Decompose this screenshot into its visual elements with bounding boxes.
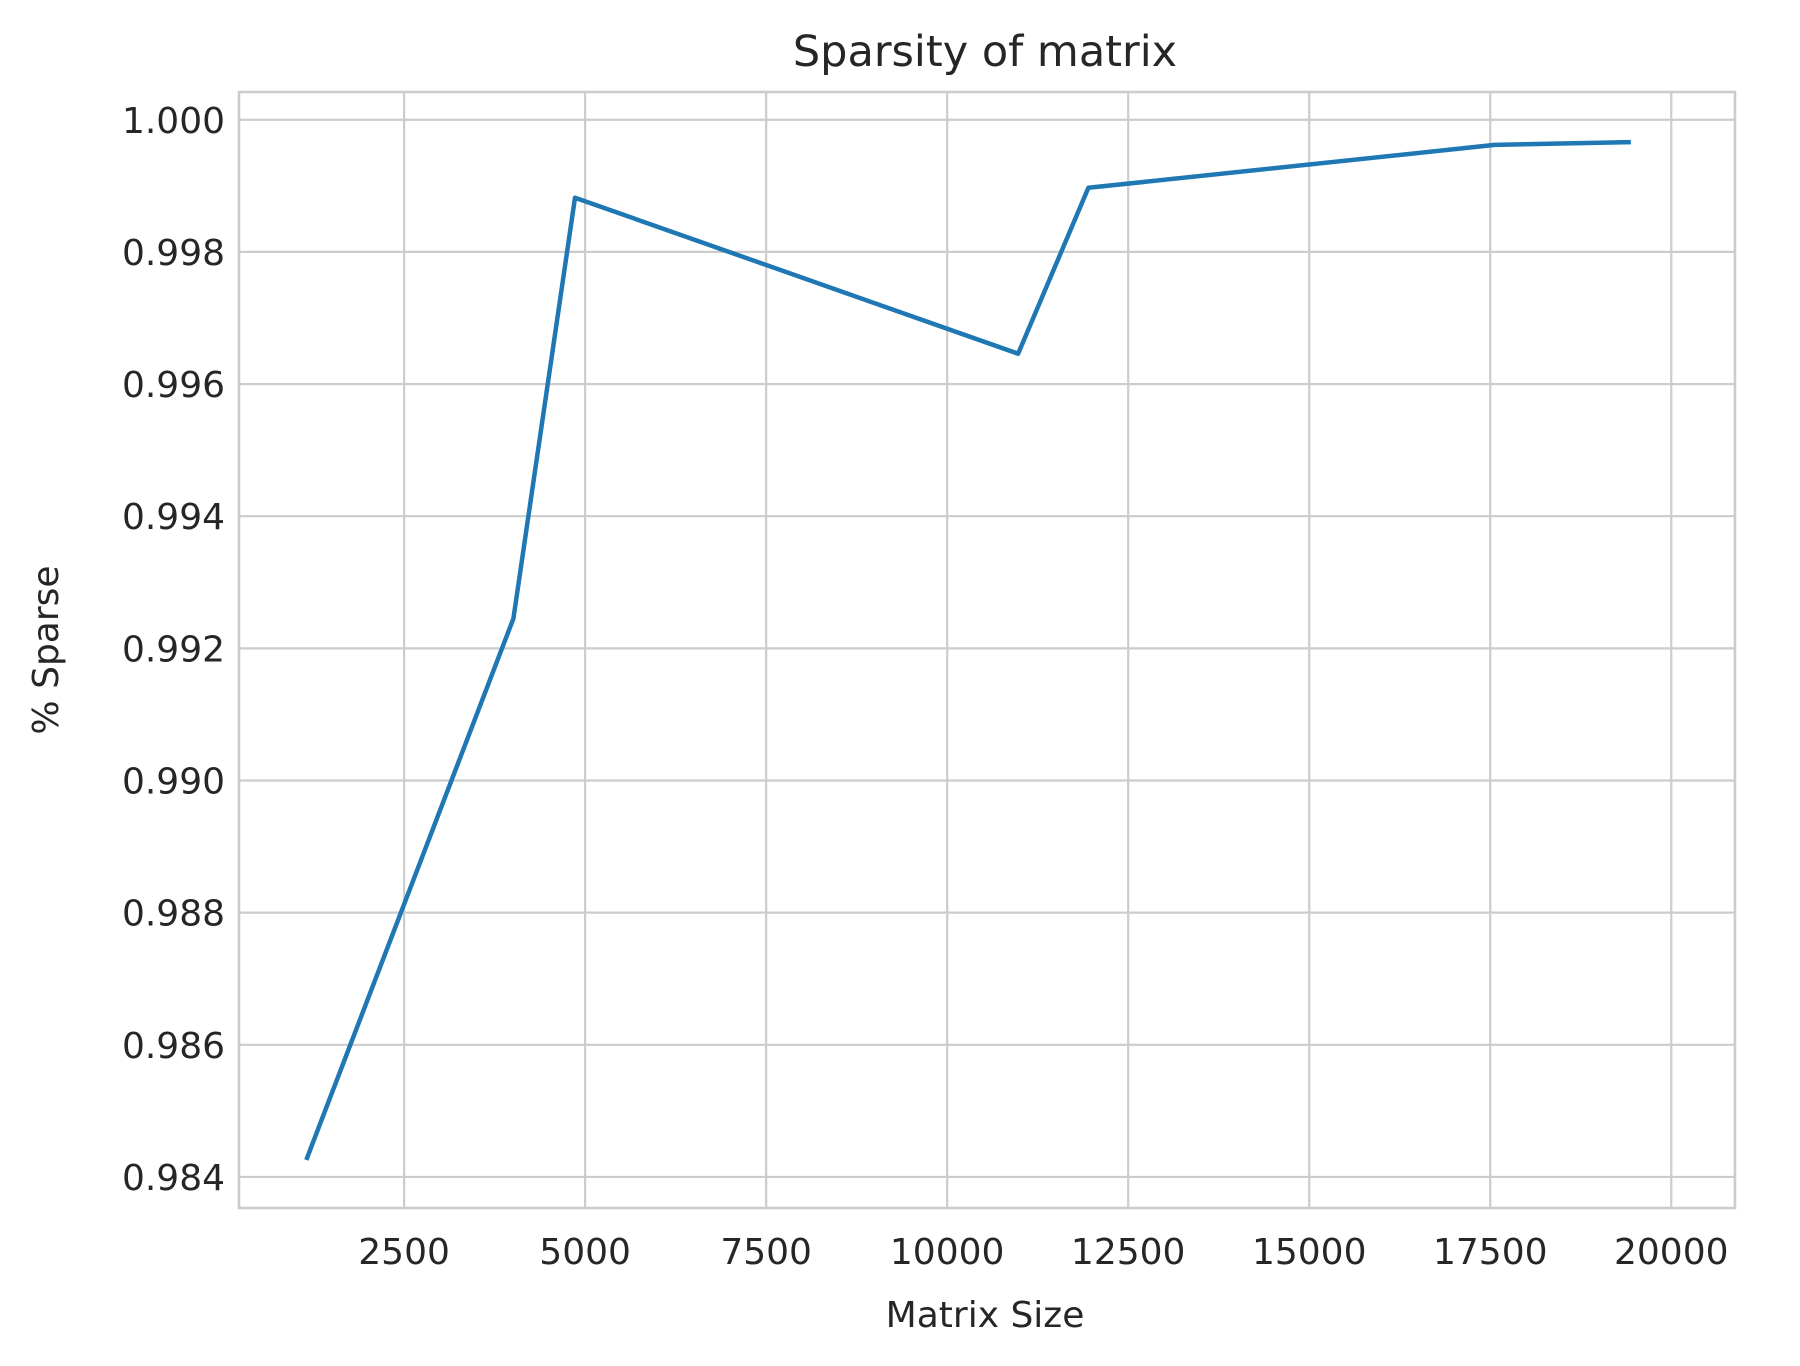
y-tick-label: 0.984 [122, 1158, 225, 1199]
y-tick-label: 0.990 [122, 761, 225, 802]
x-tick-label: 5000 [539, 1232, 631, 1273]
x-tick-label: 15000 [1252, 1232, 1367, 1273]
y-tick-labels: 0.984 0.986 0.988 0.990 0.992 0.994 0.996 0.998… [122, 101, 225, 1199]
plot-area-frame [237, 90, 1737, 1210]
y-tick-label: 0.994 [122, 497, 225, 538]
x-tick-label: 2500 [358, 1232, 450, 1273]
y-tick-label: 0.992 [122, 629, 225, 670]
x-tick-label: 10000 [890, 1232, 1005, 1273]
x-tick-label: 7500 [720, 1232, 812, 1273]
chart-title: Sparsity of matrix [793, 27, 1177, 77]
y-axis-label: % Sparse [26, 565, 67, 734]
series-lines [304, 139, 1631, 1161]
x-tick-labels: 2500 5000 7500 10000 12500 15000 17500 20000 [358, 1232, 1728, 1273]
grid-lines [239, 92, 1735, 1208]
y-tick-label: 0.998 [122, 233, 225, 274]
y-tick-label: 0.996 [122, 365, 225, 406]
y-tick-label: 1.000 [122, 101, 225, 142]
y-tick-label: 0.986 [122, 1026, 225, 1067]
y-tick-label: 0.988 [122, 894, 225, 935]
x-tick-label: 12500 [1071, 1232, 1186, 1273]
plot-frame [237, 90, 1737, 1210]
x-tick-label: 17500 [1433, 1232, 1548, 1273]
x-axis-label: Matrix Size [886, 1295, 1085, 1336]
x-tick-label: 20000 [1614, 1232, 1729, 1273]
series-line [304, 139, 1631, 1161]
